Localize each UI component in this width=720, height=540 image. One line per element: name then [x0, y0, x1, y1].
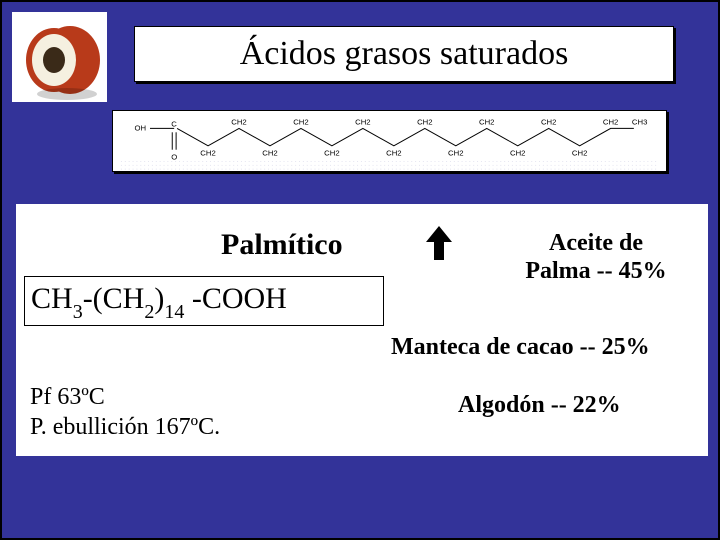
svg-text:CH2: CH2: [541, 118, 556, 127]
svg-text:CH2: CH2: [448, 149, 463, 158]
svg-text:CH2: CH2: [293, 118, 308, 127]
svg-text:CH2: CH2: [417, 118, 432, 127]
formula-box: CH3-(CH2)14 -COOH: [24, 276, 384, 326]
mol-oh: OH: [135, 123, 147, 132]
mol-o: O: [171, 152, 177, 161]
svg-text:CH2: CH2: [479, 118, 494, 127]
svg-text:CH2: CH2: [200, 149, 215, 158]
svg-text:CH2: CH2: [386, 149, 401, 158]
svg-text:CH2: CH2: [355, 118, 370, 127]
molecular-formula: CH3-(CH2)14 -COOH: [31, 282, 287, 321]
melting-point: Pf 63ºC: [30, 384, 105, 410]
mol-c: C: [171, 119, 177, 128]
svg-text:CH3: CH3: [632, 118, 647, 127]
svg-text:CH2: CH2: [603, 118, 618, 127]
molecule-structure: OH C O CH2 CH2 CH2 CH2 CH2 CH2 CH2 CH2 C…: [112, 110, 667, 172]
content-panel: Palmítico CH3-(CH2)14 -COOH Aceite de Pa…: [16, 204, 708, 456]
source-palm: Aceite de Palma -- 45%: [496, 230, 696, 285]
svg-text:CH2: CH2: [510, 149, 525, 158]
palm-fruit-image: [12, 12, 107, 102]
acid-name: Palmítico: [221, 228, 343, 262]
svg-text:CH2: CH2: [231, 118, 246, 127]
svg-text:CH2: CH2: [572, 149, 587, 158]
source-cotton: Algodón -- 22%: [458, 392, 621, 419]
physical-properties: Pf 63ºC P. ebullición 167ºC.: [30, 382, 220, 442]
svg-text:CH2: CH2: [262, 149, 277, 158]
svg-text:CH2: CH2: [324, 149, 339, 158]
slide-title: Ácidos grasos saturados: [240, 35, 569, 73]
title-box: Ácidos grasos saturados: [134, 26, 674, 82]
source-cacao: Manteca de cacao -- 25%: [391, 334, 650, 361]
up-arrow-icon: [426, 226, 452, 260]
boiling-point: P. ebullición 167ºC.: [30, 414, 220, 440]
